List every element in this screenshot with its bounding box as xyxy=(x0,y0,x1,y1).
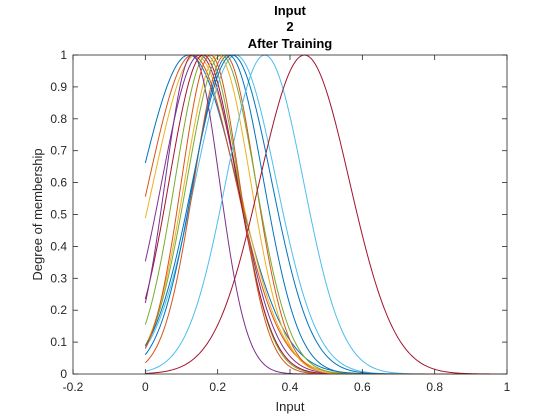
title-line-1: Input xyxy=(274,3,306,18)
membership-curve-11 xyxy=(144,54,507,375)
y-tick-label: 0.2 xyxy=(50,303,67,317)
y-tick-label: 0.5 xyxy=(50,208,67,222)
x-tick-label: 0.4 xyxy=(282,380,299,394)
x-tick-label: 0 xyxy=(142,380,149,394)
y-tick-label: 0.4 xyxy=(50,239,67,253)
membership-curve-1 xyxy=(144,54,507,375)
title-line-3: After Training xyxy=(248,36,333,51)
curves-group xyxy=(144,54,507,375)
x-axis-label: Input xyxy=(276,399,305,414)
membership-curve-10 xyxy=(144,54,507,375)
membership-curve-8 xyxy=(144,54,507,375)
y-tick-label: 0.3 xyxy=(50,271,67,285)
membership-curve-13 xyxy=(145,54,507,375)
y-tick-label: 0 xyxy=(60,367,67,381)
x-ticks: -0.2 0 0.2 0.4 0.6 0.8 1 xyxy=(63,55,511,394)
membership-curve-5 xyxy=(144,54,507,375)
axes-box xyxy=(72,54,508,375)
y-tick-label: 0.6 xyxy=(50,176,67,190)
membership-curve-2 xyxy=(144,54,507,375)
membership-curve-4 xyxy=(144,54,507,375)
membership-curve-12 xyxy=(144,54,507,375)
y-tick-label: 0.1 xyxy=(50,335,67,349)
y-tick-label: 1 xyxy=(60,48,67,62)
membership-curve-3 xyxy=(144,54,507,375)
y-axis-label: Degree of membership xyxy=(30,148,45,280)
x-tick-label: 0.2 xyxy=(209,380,226,394)
x-tick-label: 0.6 xyxy=(354,380,371,394)
y-tick-label: 0.8 xyxy=(50,112,67,126)
y-tick-label: 0.7 xyxy=(50,144,67,158)
x-tick-label: 1 xyxy=(504,380,511,394)
y-tick-label: 0.9 xyxy=(50,80,67,94)
x-tick-label: 0.8 xyxy=(426,380,443,394)
membership-curve-15 xyxy=(144,54,507,375)
membership-curve-7 xyxy=(144,54,507,375)
title-line-2: 2 xyxy=(286,19,293,34)
membership-curve-14 xyxy=(145,54,507,375)
membership-curve-16 xyxy=(144,54,507,375)
membership-curve-9 xyxy=(144,54,507,375)
y-ticks: 0 0.1 0.2 0.3 0.4 0.5 0.6 0.7 0.8 0.9 1 xyxy=(50,48,507,381)
membership-curve-6 xyxy=(144,54,507,375)
x-tick-label: -0.2 xyxy=(63,380,84,394)
